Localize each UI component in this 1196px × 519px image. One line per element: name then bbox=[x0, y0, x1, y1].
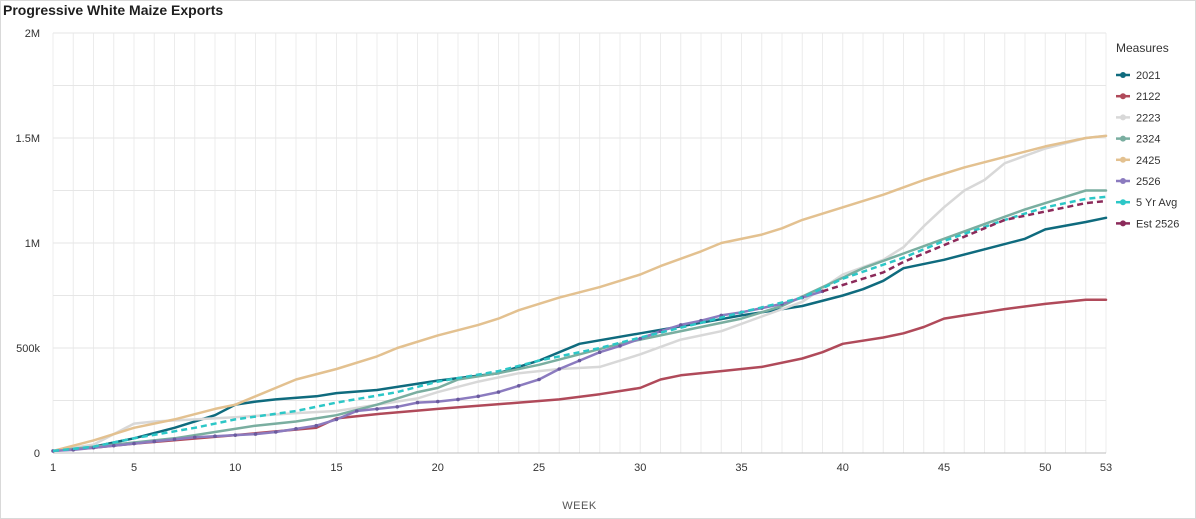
series-point-2526 bbox=[132, 441, 136, 446]
series-point-2526 bbox=[456, 397, 460, 402]
series-point-2526 bbox=[415, 400, 420, 405]
legend-marker-2526 bbox=[1120, 178, 1126, 184]
y-tick-label: 500k bbox=[16, 343, 40, 355]
x-tick-label: 40 bbox=[837, 462, 849, 474]
x-tick-label: 53 bbox=[1100, 462, 1112, 474]
series-line-2425 bbox=[51, 134, 1108, 453]
series-point-2526 bbox=[476, 394, 481, 399]
x-tick-label: 5 bbox=[131, 462, 137, 474]
legend-label-2021: 2021 bbox=[1136, 70, 1160, 82]
legend-marker-2021 bbox=[1120, 72, 1126, 78]
series-point-2526 bbox=[678, 323, 683, 327]
grid-lines bbox=[52, 32, 1107, 454]
series-point-2526 bbox=[638, 336, 643, 341]
series-point-2526 bbox=[294, 427, 298, 431]
series-point-2526 bbox=[314, 423, 319, 428]
legend-marker-2122 bbox=[1120, 93, 1126, 100]
legend-label-2324: 2324 bbox=[1136, 134, 1160, 146]
series-point-2526 bbox=[354, 409, 359, 413]
legend-label-2223: 2223 bbox=[1136, 112, 1160, 124]
x-tick-label: 10 bbox=[229, 462, 241, 474]
series-line-2324 bbox=[51, 189, 1108, 453]
y-axis-ticks: 0 500k 1M 1.5M 2M bbox=[16, 28, 41, 460]
y-tick-label: 2M bbox=[25, 28, 40, 40]
legend-label-est-2526: Est 2526 bbox=[1136, 218, 1179, 230]
legend-marker-2324 bbox=[1120, 135, 1126, 142]
series-point-2526 bbox=[577, 358, 582, 363]
series-point-2526 bbox=[557, 367, 562, 371]
series-point-2526 bbox=[172, 437, 177, 442]
series-line-est-2526 bbox=[822, 199, 1107, 293]
x-tick-label: 50 bbox=[1039, 462, 1051, 474]
series-point-2526 bbox=[597, 350, 602, 355]
chart-title: Progressive White Maize Exports bbox=[3, 2, 224, 18]
series-point-2526 bbox=[496, 390, 501, 394]
legend-label-5-yr-avg: 5 Yr Avg bbox=[1136, 197, 1177, 209]
series-point-2526 bbox=[273, 430, 278, 434]
series-point-2526 bbox=[334, 417, 339, 422]
x-tick-label: 25 bbox=[533, 462, 545, 474]
x-axis-ticks: 1 5 10 15 20 25 30 35 40 45 50 53 bbox=[50, 462, 1112, 474]
series-point-2526 bbox=[253, 432, 258, 436]
x-tick-label: 30 bbox=[634, 462, 646, 474]
series-point-2526 bbox=[516, 384, 521, 388]
x-tick-label: 45 bbox=[938, 462, 950, 474]
y-tick-label: 0 bbox=[34, 448, 40, 460]
x-tick-label: 1 bbox=[50, 462, 56, 474]
series-point-2526 bbox=[537, 377, 541, 382]
series-point-2526 bbox=[375, 407, 379, 411]
x-axis-label: WEEK bbox=[562, 500, 597, 512]
x-tick-label: 20 bbox=[432, 462, 444, 474]
legend-marker-2425 bbox=[1120, 156, 1126, 163]
legend-marker-est-2526 bbox=[1120, 220, 1126, 227]
series-line-2223 bbox=[51, 134, 1108, 453]
series-point-2526 bbox=[395, 405, 400, 409]
series-line-5-yr-avg bbox=[52, 195, 1107, 453]
series-point-2526 bbox=[152, 439, 157, 444]
series-group bbox=[51, 134, 1108, 453]
series-point-2526 bbox=[213, 434, 217, 439]
legend-label-2122: 2122 bbox=[1136, 91, 1160, 103]
x-tick-label: 15 bbox=[330, 462, 342, 474]
x-tick-label: 35 bbox=[735, 462, 747, 474]
series-point-2526 bbox=[192, 435, 197, 440]
legend-title: Measures bbox=[1116, 41, 1169, 55]
series-point-2526 bbox=[618, 344, 622, 348]
series-point-2526 bbox=[435, 399, 440, 404]
y-tick-label: 1M bbox=[25, 238, 40, 250]
legend: Measures 2021 2122 2223 2324 2425 2526 5 Yr Av… bbox=[1116, 41, 1179, 230]
series-point-2526 bbox=[111, 443, 116, 448]
y-tick-label: 1.5M bbox=[16, 133, 40, 145]
legend-marker-5-yr-avg bbox=[1120, 199, 1126, 206]
series-point-2526 bbox=[233, 433, 238, 437]
legend-label-2526: 2526 bbox=[1136, 176, 1160, 188]
legend-label-2425: 2425 bbox=[1136, 155, 1160, 167]
legend-marker-2223 bbox=[1120, 114, 1126, 121]
